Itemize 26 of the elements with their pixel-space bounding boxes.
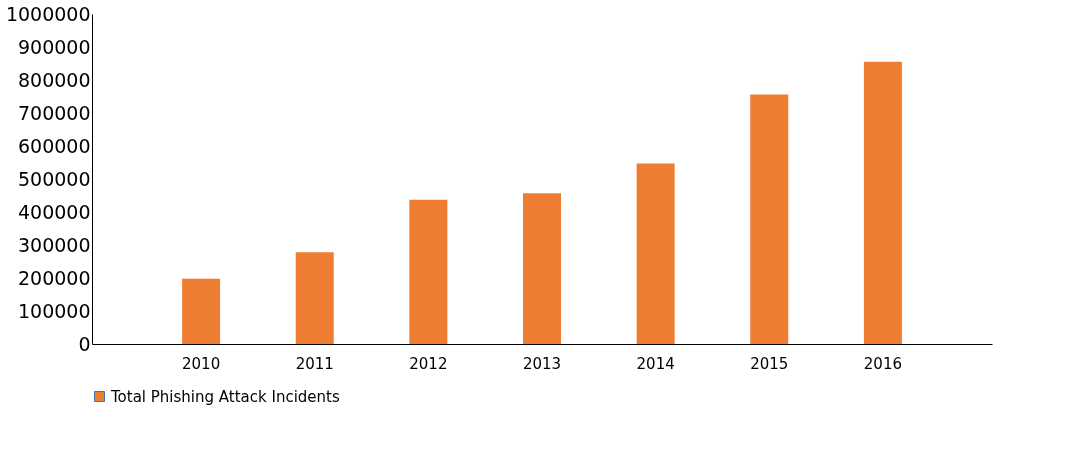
bar bbox=[182, 278, 221, 344]
bar bbox=[523, 193, 561, 344]
bar bbox=[750, 94, 789, 344]
y-tick-label: 0 bbox=[78, 332, 91, 355]
y-tick-label: 500000 bbox=[17, 167, 91, 190]
y-tick-label: 700000 bbox=[17, 101, 91, 124]
y-tick-label: 300000 bbox=[17, 233, 91, 256]
x-tick-label: 2013 bbox=[522, 354, 562, 373]
y-tick-label: 800000 bbox=[17, 68, 91, 91]
x-tick-label: 2014 bbox=[636, 354, 675, 373]
bar bbox=[863, 61, 902, 344]
y-tick-label: 100000 bbox=[17, 299, 91, 322]
legend-label: Total Phishing Attack Incidents bbox=[110, 387, 340, 406]
bar bbox=[295, 252, 334, 344]
bar bbox=[636, 163, 675, 344]
x-tick-label: 2012 bbox=[409, 354, 448, 373]
y-tick-label: 1000000 bbox=[5, 2, 91, 25]
bar bbox=[409, 199, 448, 344]
x-tick-label: 2010 bbox=[182, 354, 221, 373]
x-tick-label: 2016 bbox=[863, 354, 902, 373]
x-tick-label: 2015 bbox=[750, 354, 789, 373]
y-tick-label: 200000 bbox=[17, 266, 91, 289]
x-tick-label: 2011 bbox=[295, 354, 334, 373]
y-tick-label: 400000 bbox=[17, 200, 91, 223]
y-tick-label: 600000 bbox=[17, 134, 91, 157]
y-tick-label: 900000 bbox=[17, 35, 91, 58]
